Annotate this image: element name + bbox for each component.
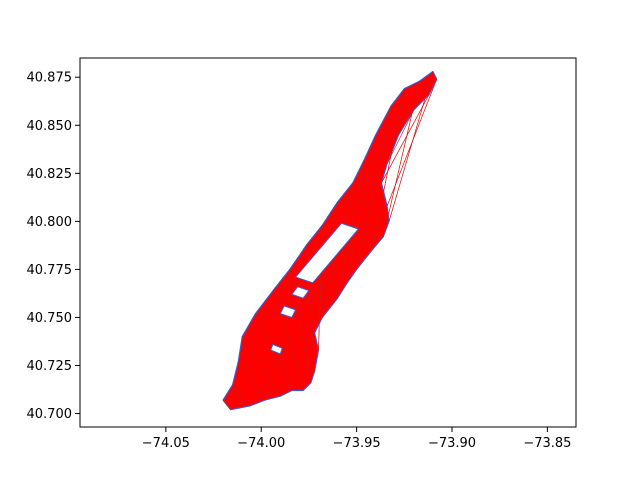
block-line <box>386 79 438 207</box>
block-line <box>371 88 405 251</box>
x-tick-label: −73.90 <box>428 436 476 451</box>
park-hole <box>270 343 283 355</box>
y-tick-label: 40.850 <box>27 119 73 134</box>
block-line <box>289 269 312 383</box>
y-tick-label: 40.775 <box>27 263 73 278</box>
block-line <box>255 313 293 391</box>
y-tick-label: 40.700 <box>27 407 73 422</box>
y-tick-label: 40.750 <box>27 311 73 326</box>
x-axis: −74.05 −74.00 −73.95 −73.90 −73.85 <box>142 427 571 451</box>
map-layer <box>222 70 438 411</box>
block-line <box>383 80 420 237</box>
block-line <box>241 336 281 397</box>
block-line <box>346 134 376 283</box>
block-line <box>232 384 251 407</box>
block-line <box>356 105 392 270</box>
park-hole <box>290 286 310 299</box>
park-hole <box>294 222 360 284</box>
y-tick-label: 40.875 <box>27 71 73 86</box>
y-tick-label: 40.825 <box>27 167 73 182</box>
x-tick-label: −74.00 <box>237 436 285 451</box>
axes-frame <box>79 57 577 428</box>
block-line <box>238 361 266 401</box>
x-tick-label: −73.95 <box>333 436 381 451</box>
block-line <box>386 109 415 164</box>
y-axis: 40.700 40.725 40.750 40.775 40.800 40.825 40.8… <box>27 71 80 422</box>
block-line <box>274 288 304 391</box>
x-tick-label: −73.85 <box>523 436 571 451</box>
block-line <box>222 399 231 410</box>
x-tick-label: −74.05 <box>142 436 190 451</box>
plot-area <box>79 57 577 428</box>
block-line <box>388 71 434 222</box>
block-line <box>381 94 430 184</box>
y-tick-label: 40.800 <box>27 215 73 230</box>
park-hole <box>279 305 297 319</box>
y-tick-label: 40.725 <box>27 359 73 374</box>
